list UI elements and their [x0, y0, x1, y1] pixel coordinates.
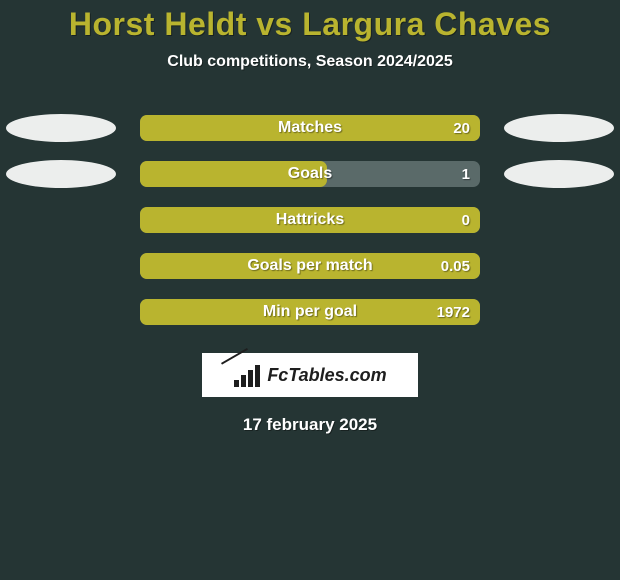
stat-value: 0 — [462, 207, 470, 233]
stat-bar-track: Goals per match0.05 — [140, 253, 480, 279]
stat-bar-track: Min per goal1972 — [140, 299, 480, 325]
barchart-icon — [233, 363, 261, 387]
logo-text: FcTables.com — [267, 365, 386, 386]
stat-label: Goals — [140, 161, 480, 187]
player-oval-right — [504, 114, 614, 142]
stat-value: 1 — [462, 161, 470, 187]
stat-rows: Matches20 Goals1 Hattricks0 Goals per match… — [0, 105, 620, 335]
stat-row: Goals1 — [0, 151, 620, 197]
stat-label: Matches — [140, 115, 480, 141]
subtitle: Club competitions, Season 2024/2025 — [0, 53, 620, 71]
stat-label: Goals per match — [140, 253, 480, 279]
stat-row: Matches20 — [0, 105, 620, 151]
stat-row: Min per goal1972 — [0, 289, 620, 335]
stat-value: 20 — [453, 115, 470, 141]
player-oval-left — [6, 160, 116, 188]
date-text: 17 february 2025 — [0, 415, 620, 435]
stat-row: Goals per match0.05 — [0, 243, 620, 289]
stat-row: Hattricks0 — [0, 197, 620, 243]
player-oval-left — [6, 114, 116, 142]
stat-value: 1972 — [437, 299, 470, 325]
page-title: Horst Heldt vs Largura Chaves — [0, 6, 620, 43]
comparison-card: Horst Heldt vs Largura Chaves Club compe… — [0, 0, 620, 580]
stat-label: Hattricks — [140, 207, 480, 233]
stat-bar-track: Hattricks0 — [140, 207, 480, 233]
stat-value: 0.05 — [441, 253, 470, 279]
stat-label: Min per goal — [140, 299, 480, 325]
player-oval-right — [504, 160, 614, 188]
stat-bar-track: Matches20 — [140, 115, 480, 141]
logo-box: FcTables.com — [202, 353, 418, 397]
stat-bar-track: Goals1 — [140, 161, 480, 187]
